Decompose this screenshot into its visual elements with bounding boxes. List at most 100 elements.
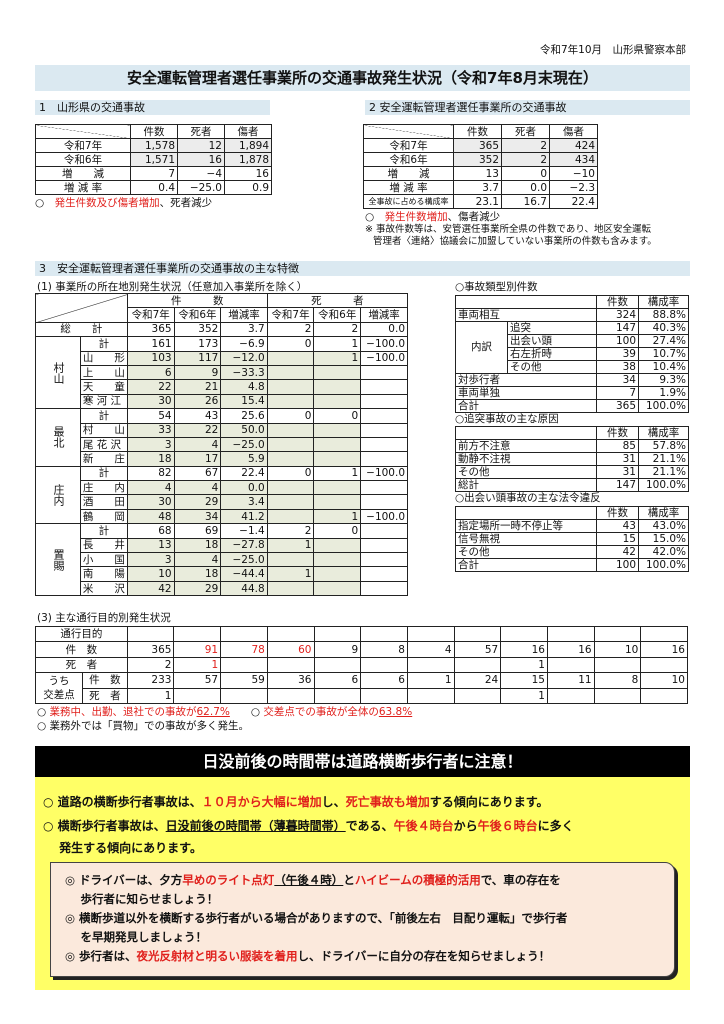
value-cell: 29 — [173, 580, 222, 597]
value-cell: 1,571 — [130, 152, 178, 167]
value-cell: 7 — [130, 166, 178, 181]
section1-note: ○ 発生件数及び傷者増加、死者減少 — [35, 197, 212, 210]
column-header: 件数 — [596, 505, 639, 520]
table-row: その他 31 21.1% — [455, 465, 689, 479]
column-header: 傷者 — [224, 124, 272, 139]
value-cell: 6 — [313, 672, 362, 689]
column-header: 件数 — [130, 124, 178, 139]
value-cell: 4 — [173, 436, 222, 453]
row-label: 件 数 — [82, 672, 128, 689]
value-cell: 0 — [313, 408, 362, 424]
row-label: 合計 — [455, 557, 597, 572]
warning-banner: 日没前後の時間帯は道路横断歩行者に注意！ — [35, 746, 690, 777]
text-segment: 62.7% — [196, 706, 230, 718]
value-cell: 0.4 — [130, 180, 178, 195]
column-header: 件数 — [453, 124, 502, 139]
value-cell — [313, 379, 362, 395]
column-header: 件数 — [596, 426, 639, 440]
value-cell: 48 — [126, 508, 175, 525]
value-cell: 43 — [173, 408, 222, 424]
text-segment: ◎ ドライバーは、夕方 — [65, 873, 183, 887]
value-cell: 15 — [596, 531, 639, 546]
area-row: 村 山 33 22 50.0 — [36, 422, 408, 438]
value-cell — [266, 552, 315, 568]
area-row: 山 形 103 117 −12.0 1 −100.0 — [36, 350, 408, 366]
table-row: 出会い頭 100 27.4% — [456, 333, 689, 348]
column-header — [640, 625, 688, 643]
value-cell: 9 — [173, 364, 222, 381]
value-cell — [360, 422, 408, 438]
value-cell: 34 — [173, 508, 222, 525]
column-header: 件数 — [596, 294, 639, 309]
row-label: 総計 — [455, 478, 597, 492]
row-label: 全事故に占める構成率 — [363, 194, 454, 209]
table-row: 件 数 365 91 78 60 9 8 4 57 16 16 10 16 — [35, 641, 688, 658]
row-label: 死 者 — [82, 687, 128, 704]
value-cell: 147 — [596, 320, 639, 335]
row-label: 令和6年 — [363, 152, 454, 167]
purpose-header: 通行目的 — [35, 625, 128, 643]
text-segment: ◎ 横断歩道以外を横断する歩行者がいる場合がありますので、「前後左右 目配り運転… — [65, 911, 568, 925]
value-cell: 1 — [313, 336, 362, 352]
value-cell: 22 — [126, 379, 175, 395]
value-cell — [266, 379, 315, 395]
intersection-row: うち 交差点件 数 233 57 59 36 6 6 1 24 15 11 8 10 — [35, 672, 688, 704]
value-cell: 43.0% — [638, 518, 689, 533]
value-cell — [313, 687, 362, 704]
value-cell: 44.8 — [220, 580, 268, 597]
value-cell: 4 — [126, 480, 175, 496]
value-cell: 39 — [596, 346, 639, 361]
value-cell: 1 — [500, 687, 548, 704]
value-cell: 1 — [500, 656, 548, 674]
value-cell: 147 — [596, 478, 639, 492]
value-cell: 82 — [126, 465, 175, 482]
text-segment: （午後４時） — [274, 873, 344, 887]
text-segment: １０月から大幅に増加 — [201, 795, 322, 809]
area-name: 酒 田 — [79, 494, 128, 510]
row-label: 車両相互 — [455, 307, 597, 322]
value-cell: 100 — [596, 333, 639, 348]
section2-remark-1: ※ 事故件数等は、安管選任事業所全県の件数であり、地区安全運転 — [365, 224, 652, 235]
value-cell: 365 — [453, 138, 502, 153]
value-cell: 16 — [640, 641, 688, 658]
grand-total-row: 総 計 365 352 3.7 2 2 0.0 — [35, 321, 408, 338]
value-cell: −12.0 — [220, 350, 268, 366]
value-cell: −25.0 — [177, 180, 225, 195]
area-row: 新 庄 18 17 5.9 — [36, 451, 408, 467]
row-label: 前方不注意 — [455, 439, 597, 453]
area-row: 南 陽 10 18 −44.4 1 — [36, 566, 408, 582]
value-cell: 352 — [173, 321, 222, 338]
row-label: 増 減 — [363, 166, 454, 181]
advice-3: ◎ 歩行者は、夜光反射材と明るい服装を着用し、ドライバーに自分の存在を知らせまし… — [65, 947, 660, 966]
value-cell — [360, 451, 408, 467]
total-label: 計 — [79, 408, 128, 424]
value-cell: 2 — [501, 138, 550, 153]
value-cell: 0.0 — [360, 321, 408, 338]
stats-table-sec1: 件数 死者 傷者 令和7年 1,578 12 1,894 令和6年 1,571 16 1,878 増 … — [35, 124, 272, 195]
value-cell: 100.0% — [638, 398, 689, 413]
column-header: 死者 — [177, 124, 225, 139]
value-cell: 29 — [173, 494, 222, 510]
column-header: 増減率 — [360, 307, 408, 323]
text-segment: 、死者減少 — [159, 197, 213, 209]
value-cell: 78 — [220, 641, 268, 658]
row-label: 指定場所一時不停止等 — [455, 518, 597, 533]
area-row: 米 沢 42 29 44.8 — [36, 580, 408, 597]
purpose-table: 通行目的件 数 365 91 78 60 9 8 4 57 16 16 10 16 死 者 2 1 1 うち 交差点… — [35, 625, 688, 704]
value-cell — [313, 494, 362, 510]
text-segment: ◎ 歩行者は、 — [65, 949, 137, 963]
value-cell: 2 — [126, 656, 175, 674]
region-total-row: 置賜計 68 69 −1.4 2 0 — [35, 523, 408, 597]
table-row: 車両単独 7 1.9% — [455, 385, 689, 400]
value-cell: 34 — [596, 372, 639, 387]
value-cell: 1.9% — [638, 385, 689, 400]
value-cell — [360, 552, 408, 568]
value-cell — [266, 480, 315, 496]
value-cell: 33 — [126, 422, 175, 438]
column-header — [360, 625, 408, 643]
table-row: 前方不注意 85 57.8% — [455, 439, 689, 453]
value-cell: 1 — [313, 350, 362, 366]
area-row: 酒 田 30 29 3.4 — [36, 494, 408, 510]
value-cell — [640, 656, 688, 674]
area-name: 山 形 — [79, 350, 128, 366]
